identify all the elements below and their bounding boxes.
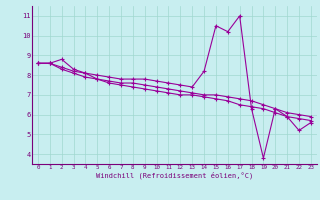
X-axis label: Windchill (Refroidissement éolien,°C): Windchill (Refroidissement éolien,°C) (96, 172, 253, 179)
